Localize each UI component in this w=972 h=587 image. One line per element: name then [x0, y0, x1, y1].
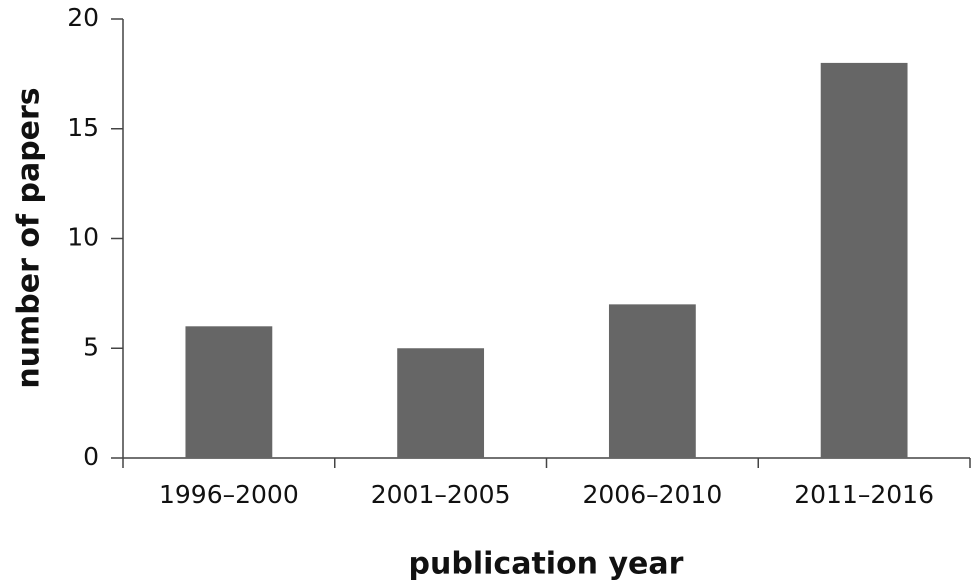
- x-tick-label: 2001–2005: [371, 480, 511, 509]
- x-tick-label: 1996–2000: [159, 480, 299, 509]
- bar: [397, 348, 485, 458]
- bar: [185, 326, 273, 458]
- bar: [608, 304, 696, 458]
- bar: [820, 62, 908, 459]
- x-tick-label: 2011–2016: [794, 480, 934, 509]
- y-tick-label: 5: [83, 332, 99, 361]
- x-tick-label: 2006–2010: [583, 480, 723, 509]
- y-tick-label: 10: [67, 223, 99, 252]
- x-axis-title: publication year: [409, 547, 684, 582]
- y-tick-label: 0: [83, 442, 99, 471]
- y-tick-label: 15: [67, 113, 99, 142]
- y-axis-title: number of papers: [12, 87, 47, 388]
- y-tick-label: 20: [67, 3, 99, 32]
